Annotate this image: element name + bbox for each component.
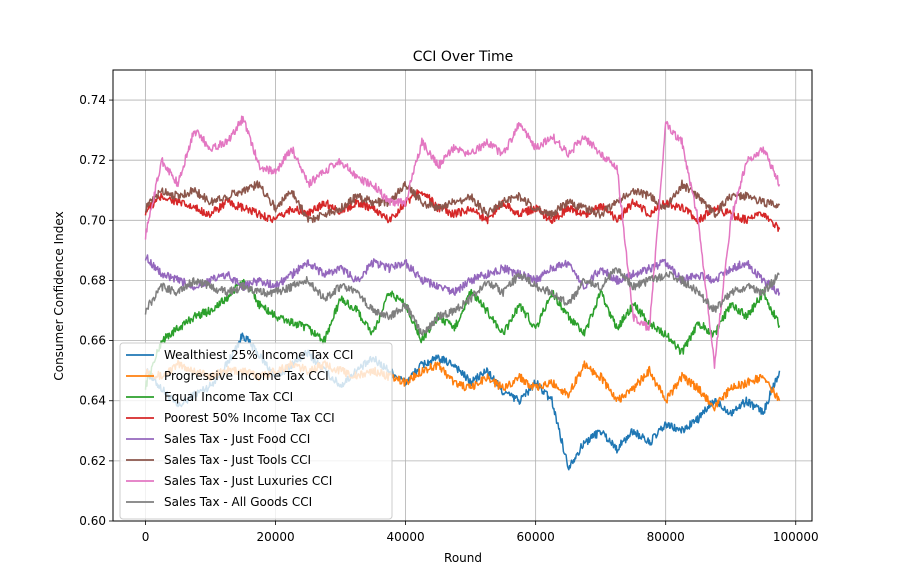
legend-label: Equal Income Tax CCI	[164, 390, 293, 404]
y-tick-label: 0.70	[79, 213, 106, 227]
x-axis: 0 20000 40000 60000 80000 100000	[142, 521, 819, 544]
x-tick-label: 20000	[256, 530, 294, 544]
y-tick-label: 0.68	[79, 273, 106, 287]
series-line-7	[144, 115, 781, 369]
plot-frame	[112, 69, 813, 522]
legend-label: Sales Tax - All Goods CCI	[164, 495, 312, 509]
legend-label: Sales Tax - Just Food CCI	[164, 432, 310, 446]
x-tick-label: 60000	[517, 530, 555, 544]
legend-label: Sales Tax - Just Luxuries CCI	[164, 474, 332, 488]
series-line-8	[144, 267, 780, 336]
legend-label: Poorest 50% Income Tax CCI	[164, 411, 335, 425]
chart-title: CCI Over Time	[413, 49, 514, 65]
x-axis-label: Round	[444, 551, 482, 565]
x-tick-label: 0	[142, 530, 150, 544]
x-tick-label: 80000	[647, 530, 685, 544]
y-tick-label: 0.72	[79, 153, 106, 167]
y-axis-label: Consumer Confidence Index	[52, 211, 66, 380]
legend-box	[119, 342, 393, 520]
legend: Wealthiest 25% Income Tax CCI Progressive…	[119, 342, 393, 520]
x-tick-label: 40000	[387, 530, 425, 544]
y-tick-label: 0.74	[79, 93, 106, 107]
series-line-4	[144, 189, 781, 233]
x-tick-label: 100000	[773, 530, 819, 544]
y-tick-label: 0.64	[79, 394, 106, 408]
y-axis: 0.60 0.62 0.64 0.66 0.68 0.70 0.72 0.74	[79, 93, 113, 528]
legend-label: Sales Tax - Just Tools CCI	[164, 453, 311, 467]
legend-label: Wealthiest 25% Income Tax CCI	[164, 348, 353, 362]
y-tick-label: 0.66	[79, 334, 106, 348]
y-tick-label: 0.62	[79, 454, 106, 468]
series-line-6	[144, 179, 781, 224]
y-tick-label: 0.60	[79, 514, 106, 528]
legend-label: Progressive Income Tax CCI	[164, 369, 329, 383]
